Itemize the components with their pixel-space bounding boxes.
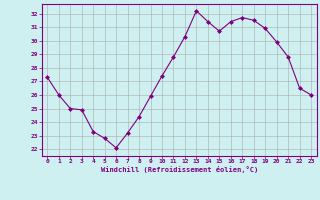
X-axis label: Windchill (Refroidissement éolien,°C): Windchill (Refroidissement éolien,°C) <box>100 166 258 173</box>
